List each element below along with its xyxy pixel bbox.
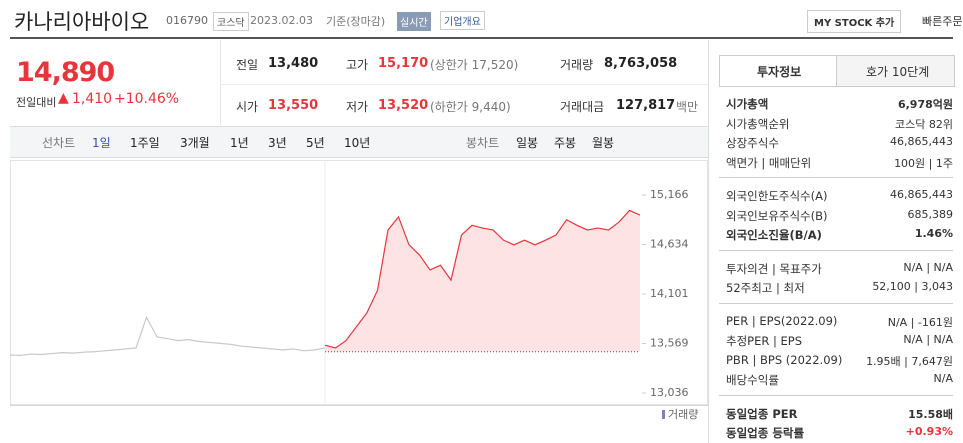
quote-value: 13,520 xyxy=(378,98,429,113)
y-tick-label: 13,569 xyxy=(650,336,689,349)
info-value: 1.95배 | 7,647원 xyxy=(866,354,953,368)
info-label: 외국인한도주식수(A) xyxy=(726,189,828,203)
quote-value: 127,817 xyxy=(616,98,676,113)
info-value: N/A | N/A xyxy=(903,333,953,346)
stock-code: 016790 xyxy=(166,14,208,27)
quote-label: 거래대금 xyxy=(560,100,605,114)
divider xyxy=(220,84,708,85)
mystock-button[interactable]: MY STOCK 추가 xyxy=(807,10,902,33)
info-label: PBR | BPS (2022.09) xyxy=(726,352,843,367)
period-button[interactable]: 1일 xyxy=(92,136,111,150)
period-button[interactable]: 10년 xyxy=(344,136,371,150)
info-value: 코스닥 82위 xyxy=(895,117,953,131)
quote-label: 전일 xyxy=(236,58,259,72)
info-label: 52주최고 | 최저 xyxy=(726,281,805,295)
info-value: N/A | N/A xyxy=(903,260,953,274)
quote-label: 저가 xyxy=(346,100,369,114)
change-rate: +10.46% xyxy=(114,91,180,107)
divider xyxy=(10,37,953,39)
basis: 기준(장마감) xyxy=(326,15,386,28)
info-value: 46,865,443 xyxy=(890,135,953,148)
divider xyxy=(708,40,709,443)
candle-button[interactable]: 주봉 xyxy=(554,136,577,150)
info-label: 상장주식수 xyxy=(726,136,779,150)
market-tag: 코스닥 xyxy=(213,12,249,31)
tab-active xyxy=(719,55,837,86)
quote-label: 시가 xyxy=(236,100,259,114)
divider xyxy=(719,302,953,304)
info-value: 52,100 | 3,043 xyxy=(872,280,953,293)
price-line xyxy=(324,209,641,349)
quote-note: 백만 xyxy=(676,100,699,114)
candle-label: 봉차트 xyxy=(466,136,500,150)
info-label: 액면가 | 매매단위 xyxy=(726,155,812,170)
legend: 거래량 xyxy=(668,408,698,421)
divider xyxy=(719,394,953,396)
period-label: 선차트 xyxy=(42,136,76,150)
quote-label: 거래량 xyxy=(560,58,594,72)
price-line xyxy=(10,315,326,357)
period-button[interactable]: 1주일 xyxy=(130,136,160,150)
realtime-badge[interactable]: 실시간 xyxy=(397,12,431,31)
period-button[interactable]: 3개월 xyxy=(180,136,210,150)
divider xyxy=(719,249,953,251)
period-button[interactable]: 5년 xyxy=(306,136,325,150)
quick-order[interactable]: 빠른주문 xyxy=(922,15,963,28)
quote-note: (상한가 17,520) xyxy=(430,58,519,72)
quote-value: 13,480 xyxy=(268,56,319,71)
info-value: 1.46% xyxy=(914,227,953,240)
chart: 13,036 13,569 14,101 14,634 15,166 거래량 xyxy=(10,160,708,421)
change: 1,410 xyxy=(72,91,113,107)
candle-button[interactable]: 일봉 xyxy=(516,136,539,150)
company-button[interactable]: 기업개요 xyxy=(440,11,485,30)
info-value: 100원 | 1주 xyxy=(894,156,953,170)
divider xyxy=(220,40,221,125)
legend-swatch xyxy=(662,410,665,419)
info-value: +0.93% xyxy=(905,425,953,438)
info-value: 6,978억원 xyxy=(897,98,953,111)
divider xyxy=(719,177,953,178)
info-value: 685,389 xyxy=(907,207,954,221)
candle-button[interactable]: 월봉 xyxy=(592,136,615,150)
y-tick-label: 13,036 xyxy=(650,386,689,399)
area xyxy=(325,210,640,352)
info-value: N/A | -161원 xyxy=(887,315,953,329)
stock-name: 카나리아바이오 xyxy=(14,10,150,34)
info-label: 동일업종 등락률 xyxy=(726,426,805,440)
info-value: 15.58배 xyxy=(908,407,953,421)
info-value: 46,865,443 xyxy=(890,188,953,201)
tab[interactable]: 호가 10단계 xyxy=(866,65,930,79)
date: 2023.02.03 xyxy=(250,14,313,27)
quote-label: 고가 xyxy=(346,58,369,72)
y-tick-label: 15,166 xyxy=(650,188,689,201)
quote-value: 15,170 xyxy=(378,56,429,71)
info-label: 외국인소진율(B/A) xyxy=(726,228,822,242)
info-label: 시가총액순위 xyxy=(726,116,790,131)
info-label: 시가총액 xyxy=(726,97,769,111)
period-button[interactable]: 1년 xyxy=(230,136,249,150)
quote-note: (하한가 9,440) xyxy=(430,100,511,114)
y-tick-label: 14,101 xyxy=(650,287,689,300)
info-value: N/A xyxy=(933,372,953,385)
change-arrow: ▲ xyxy=(58,90,69,106)
tab[interactable]: 투자정보 xyxy=(757,65,802,79)
info-label: 외국인보유주식수(B) xyxy=(726,208,828,223)
y-tick-label: 14,634 xyxy=(650,237,689,250)
info-label: 추정PER | EPS xyxy=(726,334,803,348)
info-label: 동일업종 PER xyxy=(726,406,798,421)
period-button[interactable]: 3년 xyxy=(268,136,287,150)
change-label: 전일대비 xyxy=(16,96,57,109)
info-label: 투자의견 | 목표주가 xyxy=(726,261,822,276)
info-label: PER | EPS(2022.09) xyxy=(726,313,838,328)
quote-value: 8,763,058 xyxy=(604,56,678,71)
period-bar xyxy=(10,126,708,158)
quote-value: 13,550 xyxy=(268,98,319,113)
info-label: 배당수익률 xyxy=(726,373,779,387)
current-price: 14,890 xyxy=(16,57,115,88)
